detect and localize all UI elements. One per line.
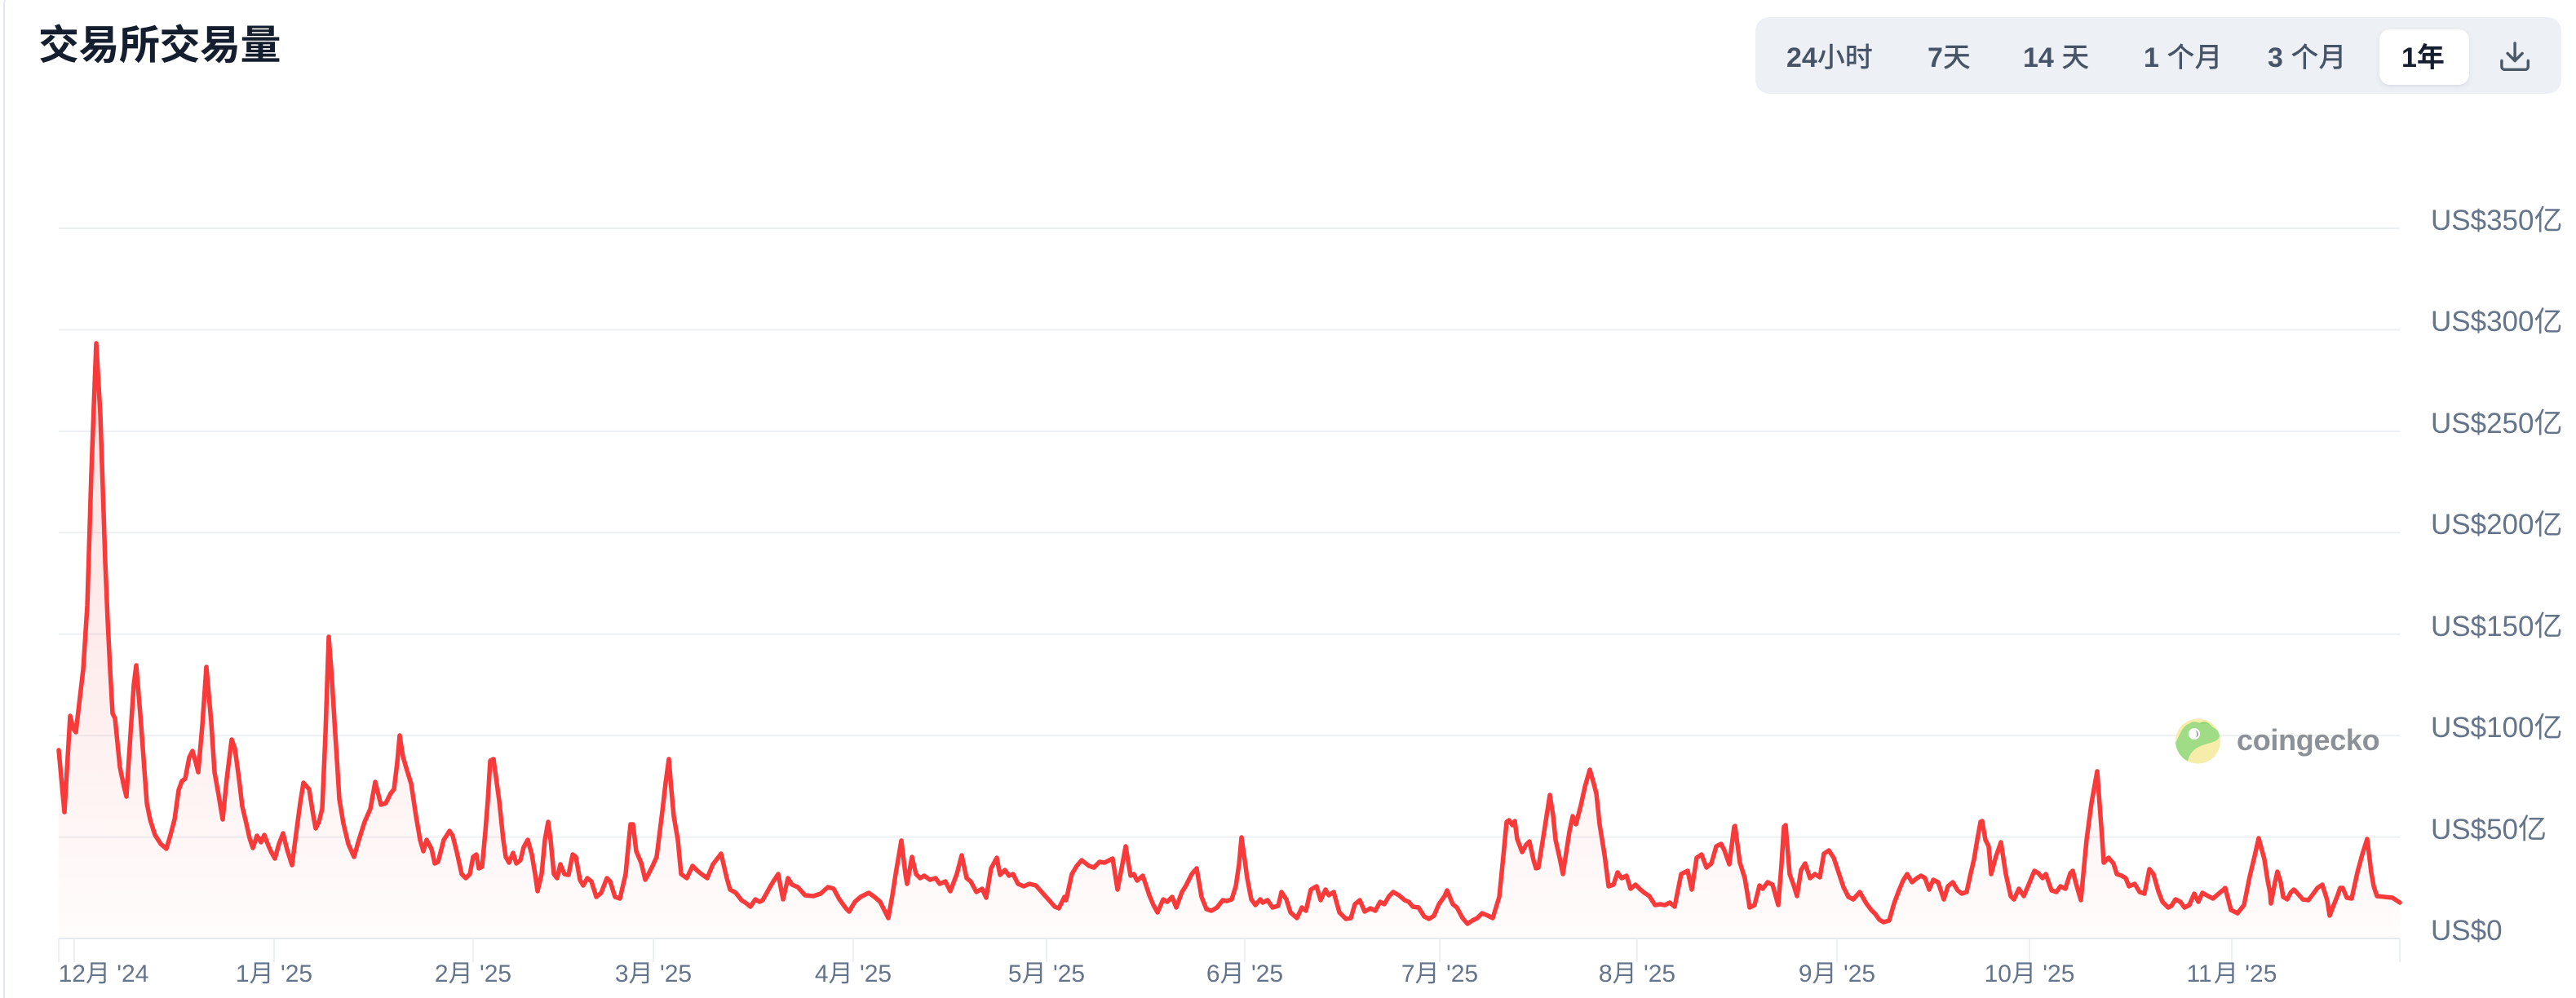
svg-text:3: 3 [615, 960, 629, 987]
svg-text:6: 6 [1206, 960, 1220, 987]
svg-text:4: 4 [815, 960, 829, 987]
svg-text:US$50: US$50 [2431, 814, 2518, 846]
svg-text:US$0: US$0 [2431, 915, 2503, 947]
svg-text:'25: '25 [1644, 960, 1675, 987]
svg-text:'25: '25 [480, 960, 511, 987]
svg-text:US$350: US$350 [2431, 205, 2534, 236]
svg-text:10: 10 [1985, 960, 2012, 987]
svg-text:'24: '24 [117, 960, 148, 987]
svg-text:14: 14 [2023, 42, 2054, 73]
svg-text:US$250: US$250 [2431, 408, 2534, 439]
svg-text:7: 7 [1401, 960, 1415, 987]
svg-text:9: 9 [1799, 960, 1812, 987]
svg-text:'25: '25 [660, 960, 692, 987]
svg-text:'25: '25 [2245, 960, 2277, 987]
svg-text:1: 1 [2401, 42, 2417, 73]
svg-text:12: 12 [59, 960, 86, 987]
svg-text:US$150: US$150 [2431, 611, 2534, 643]
svg-text:'25: '25 [1843, 960, 1875, 987]
svg-text:'25: '25 [2043, 960, 2074, 987]
svg-text:coingecko: coingecko [2237, 723, 2379, 757]
svg-text:'25: '25 [860, 960, 892, 987]
svg-text:1: 1 [2144, 42, 2159, 73]
svg-text:7: 7 [1928, 42, 1943, 73]
svg-text:2: 2 [435, 960, 449, 987]
svg-text:8: 8 [1599, 960, 1613, 987]
svg-text:US$100: US$100 [2431, 712, 2534, 744]
svg-text:'25: '25 [1446, 960, 1478, 987]
svg-text:US$200: US$200 [2431, 509, 2534, 541]
svg-text:24: 24 [1786, 42, 1817, 73]
svg-text:US$300: US$300 [2431, 306, 2534, 338]
svg-text:'25: '25 [1053, 960, 1085, 987]
svg-text:1: 1 [236, 960, 250, 987]
svg-text:'25: '25 [1251, 960, 1283, 987]
svg-text:'25: '25 [281, 960, 312, 987]
svg-text:11: 11 [2187, 960, 2212, 987]
svg-text:5: 5 [1008, 960, 1022, 987]
svg-text:3: 3 [2268, 42, 2283, 73]
